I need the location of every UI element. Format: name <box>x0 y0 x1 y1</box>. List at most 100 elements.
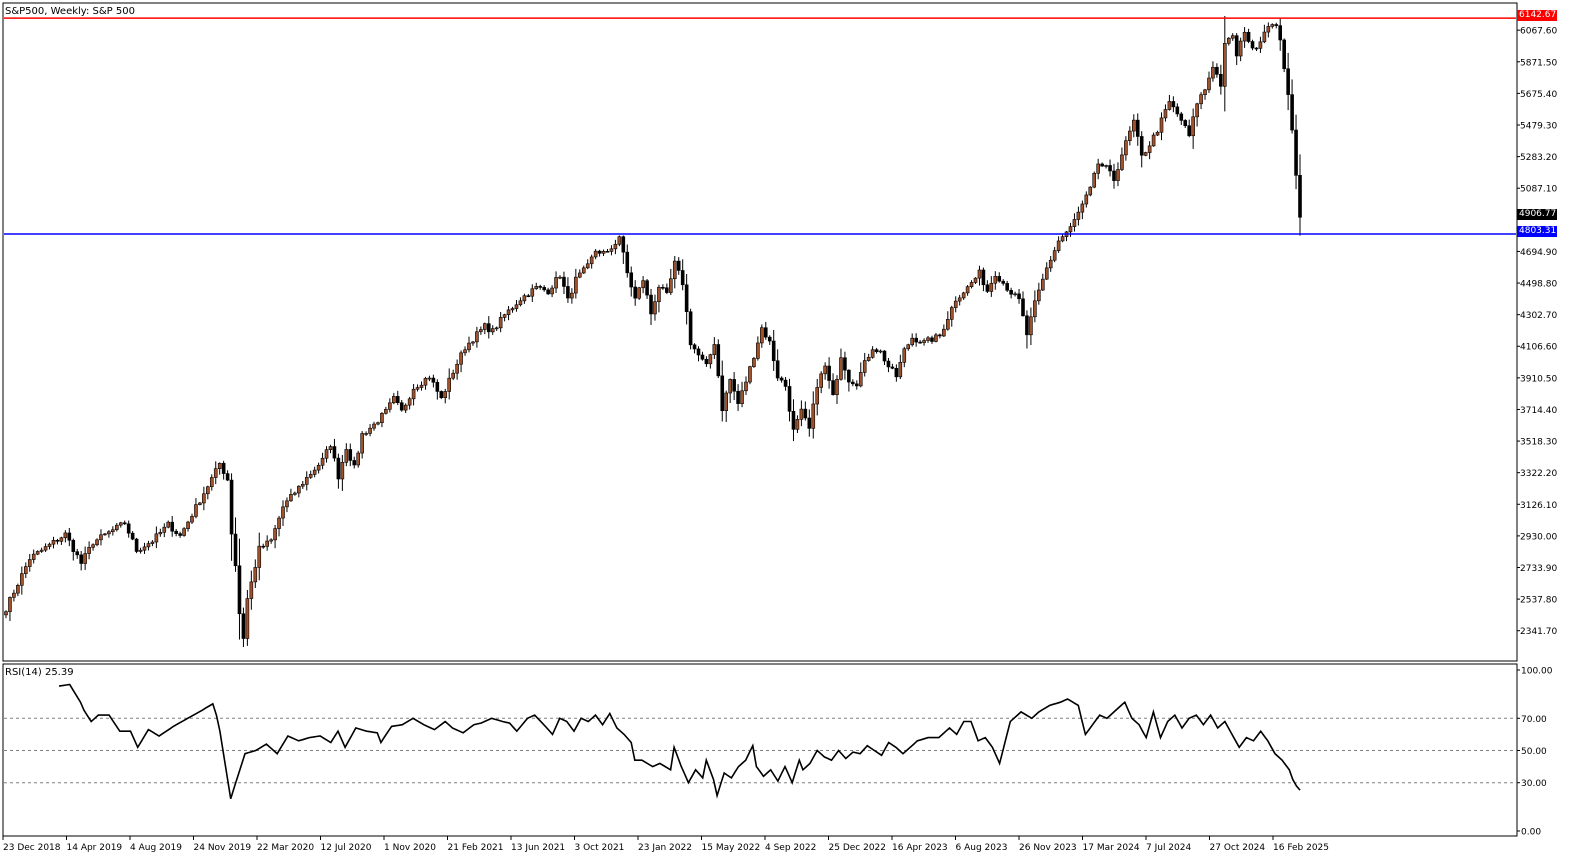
candle-body <box>213 468 218 478</box>
candle-body <box>178 533 182 536</box>
time-tick-label: 23 Jan 2022 <box>638 843 692 853</box>
candle-body <box>684 284 689 313</box>
candle-body <box>471 341 475 344</box>
candle-body <box>1135 119 1140 137</box>
candle-body <box>1128 130 1132 141</box>
time-tick-label: 4 Sep 2022 <box>765 843 816 853</box>
candle-body <box>791 410 796 430</box>
candle-body <box>253 567 258 583</box>
candle-body <box>910 337 914 346</box>
candle-body <box>1052 250 1057 261</box>
candle-body <box>1282 39 1286 70</box>
candle-body <box>1120 154 1124 170</box>
candle-body <box>775 360 780 379</box>
candle-body <box>985 284 990 292</box>
time-tick-label: 27 Oct 2024 <box>1210 843 1266 853</box>
candle-body <box>712 344 717 355</box>
candle-body <box>392 396 396 404</box>
candle-body <box>257 545 262 568</box>
candle-body <box>672 260 677 280</box>
time-tick-label: 16 Feb 2025 <box>1273 843 1329 853</box>
candle-body <box>1254 47 1259 50</box>
candle-body <box>641 280 645 289</box>
candle-body <box>399 402 404 411</box>
candle-body <box>1147 145 1152 153</box>
candle-body <box>1060 236 1065 242</box>
candle-body <box>1270 24 1275 27</box>
candle-body <box>621 236 626 253</box>
candle-body <box>965 286 970 294</box>
candle-body <box>304 477 309 485</box>
candle-body <box>162 526 167 533</box>
candle-body <box>1274 24 1279 26</box>
candle-body <box>534 286 539 290</box>
candle-body <box>103 533 107 536</box>
candle-body <box>1223 43 1227 87</box>
candle-body <box>625 251 630 274</box>
candle-body <box>1167 101 1172 110</box>
candle-body <box>1234 35 1239 57</box>
candle-body <box>467 342 471 351</box>
candle-body <box>316 464 321 471</box>
rsi-tick-label: 100.00 <box>1521 667 1553 677</box>
candle-body <box>870 349 875 358</box>
candle-body <box>87 547 91 554</box>
candle-body <box>265 540 269 547</box>
candle-body <box>1159 117 1164 133</box>
candle-body <box>1286 68 1290 95</box>
candle-body <box>843 357 847 371</box>
price-tick-label: 4302.70 <box>1520 311 1557 321</box>
candle-body <box>419 384 424 388</box>
rsi-tick-label: 50.00 <box>1521 747 1547 757</box>
candle-body <box>692 344 697 350</box>
candle-body <box>866 357 871 361</box>
candle-body <box>617 236 622 245</box>
candle-body <box>186 521 190 529</box>
candle-body <box>332 446 337 459</box>
candle-body <box>854 383 859 387</box>
candle-body <box>811 403 816 429</box>
candle-body <box>463 349 467 354</box>
time-tick-label: 12 Jul 2020 <box>321 843 372 853</box>
candle-body <box>961 292 966 299</box>
candle-body <box>1171 101 1176 108</box>
candle-body <box>1017 293 1021 300</box>
time-tick-label: 3 Oct 2021 <box>575 843 625 853</box>
candle-body <box>1258 41 1263 49</box>
candle-body <box>609 248 614 252</box>
candle-body <box>111 529 115 533</box>
candle-body <box>498 317 503 329</box>
price-tick-label: 3910.50 <box>1520 374 1557 384</box>
candle-body <box>1040 278 1045 291</box>
candle-body <box>174 530 178 534</box>
candle-body <box>506 309 511 315</box>
candle-body <box>767 336 772 342</box>
candle-body <box>71 539 76 552</box>
candle-body <box>1080 203 1085 213</box>
candle-body <box>285 500 289 508</box>
candle-body <box>190 516 194 523</box>
candle-body <box>756 342 760 359</box>
candle-body <box>202 493 206 504</box>
candle-body <box>360 433 364 454</box>
candle-body <box>1056 240 1061 251</box>
candle-body <box>1009 290 1013 295</box>
candle-body <box>486 323 491 333</box>
candle-body <box>443 391 448 398</box>
candle-body <box>946 319 950 330</box>
candle-body <box>1104 165 1108 167</box>
candle-body <box>653 301 657 315</box>
candle-body <box>1278 25 1283 41</box>
price-tick-label: 2341.70 <box>1520 627 1557 637</box>
candle-body <box>906 344 911 350</box>
price-tick-label: 3518.30 <box>1520 438 1557 448</box>
candle-body <box>1096 163 1100 174</box>
candle-body <box>79 554 83 564</box>
candle-body <box>293 492 297 495</box>
candle-body <box>1183 120 1188 127</box>
candle-body <box>803 408 808 419</box>
candle-body <box>605 250 610 253</box>
candle-body <box>997 276 1002 282</box>
candle-body <box>835 379 839 396</box>
